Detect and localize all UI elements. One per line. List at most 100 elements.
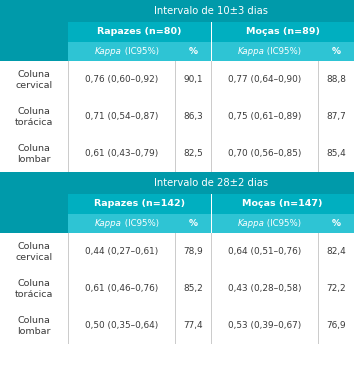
Bar bbox=[0, 172, 68, 233]
Text: Intervalo de 28±2 dias: Intervalo de 28±2 dias bbox=[154, 178, 268, 188]
Text: Coluna: Coluna bbox=[18, 144, 50, 153]
Bar bbox=[68, 172, 354, 194]
Text: Moças (n=89): Moças (n=89) bbox=[246, 28, 320, 36]
Text: Moças (n=147): Moças (n=147) bbox=[242, 199, 323, 208]
Bar bbox=[0, 270, 68, 307]
Bar bbox=[0, 343, 354, 344]
Text: lombar: lombar bbox=[17, 155, 51, 164]
Bar bbox=[68, 194, 211, 214]
Bar bbox=[318, 42, 354, 61]
Text: 90,1: 90,1 bbox=[183, 75, 203, 84]
Text: 0,43 (0,28–0,58): 0,43 (0,28–0,58) bbox=[228, 284, 301, 293]
Text: (IC95%): (IC95%) bbox=[264, 47, 302, 56]
Text: Coluna: Coluna bbox=[18, 70, 50, 79]
Text: %: % bbox=[331, 219, 341, 228]
Bar bbox=[0, 269, 354, 270]
Bar bbox=[68, 270, 175, 307]
Bar bbox=[0, 97, 354, 98]
Bar bbox=[175, 270, 211, 307]
Bar bbox=[0, 307, 68, 344]
Bar bbox=[318, 233, 319, 270]
Bar bbox=[211, 194, 354, 214]
Text: 0,70 (0,56–0,85): 0,70 (0,56–0,85) bbox=[228, 149, 301, 158]
Text: 82,5: 82,5 bbox=[183, 149, 203, 158]
Bar bbox=[318, 270, 319, 307]
Text: 85,2: 85,2 bbox=[183, 284, 203, 293]
Text: 0,50 (0,35–0,64): 0,50 (0,35–0,64) bbox=[85, 321, 158, 330]
Bar bbox=[68, 61, 175, 98]
Text: 77,4: 77,4 bbox=[183, 321, 203, 330]
Text: Coluna: Coluna bbox=[18, 242, 50, 251]
Text: Rapazes (n=142): Rapazes (n=142) bbox=[94, 199, 185, 208]
Text: 87,7: 87,7 bbox=[326, 112, 346, 121]
Bar bbox=[318, 98, 319, 135]
Text: 0,76 (0,60–0,92): 0,76 (0,60–0,92) bbox=[85, 75, 158, 84]
Text: 72,2: 72,2 bbox=[326, 284, 346, 293]
Bar bbox=[175, 42, 211, 61]
Bar bbox=[175, 98, 211, 135]
Bar bbox=[318, 270, 354, 307]
Bar bbox=[211, 98, 318, 135]
Bar bbox=[175, 307, 176, 344]
Bar bbox=[175, 61, 211, 98]
Bar bbox=[0, 135, 354, 136]
Bar bbox=[0, 61, 68, 98]
Text: Coluna: Coluna bbox=[18, 107, 50, 116]
Text: 78,9: 78,9 bbox=[183, 247, 203, 256]
Bar bbox=[318, 61, 319, 98]
Bar bbox=[175, 61, 176, 98]
Text: 0,61 (0,43–0,79): 0,61 (0,43–0,79) bbox=[85, 149, 158, 158]
Bar bbox=[211, 214, 318, 233]
Text: 0,53 (0,39–0,67): 0,53 (0,39–0,67) bbox=[228, 321, 301, 330]
Bar bbox=[68, 307, 175, 344]
Bar bbox=[175, 233, 176, 270]
Text: 0,64 (0,51–0,76): 0,64 (0,51–0,76) bbox=[228, 247, 301, 256]
Text: lombar: lombar bbox=[17, 327, 51, 336]
Text: 0,71 (0,54–0,87): 0,71 (0,54–0,87) bbox=[85, 112, 158, 121]
Text: (IC95%): (IC95%) bbox=[121, 219, 159, 228]
Bar bbox=[318, 61, 354, 98]
Text: 82,4: 82,4 bbox=[326, 247, 346, 256]
Text: Coluna: Coluna bbox=[18, 316, 50, 325]
Bar bbox=[68, 135, 175, 172]
Bar bbox=[211, 307, 318, 344]
Bar bbox=[318, 307, 319, 344]
Text: 0,77 (0,64–0,90): 0,77 (0,64–0,90) bbox=[228, 75, 301, 84]
Bar bbox=[175, 135, 176, 172]
Text: torácica: torácica bbox=[15, 290, 53, 299]
Text: Kappa: Kappa bbox=[95, 219, 121, 228]
Bar bbox=[0, 0, 68, 61]
Bar bbox=[318, 233, 354, 270]
Bar bbox=[211, 42, 318, 61]
Bar bbox=[318, 135, 354, 172]
Bar bbox=[0, 98, 354, 99]
Text: %: % bbox=[188, 219, 198, 228]
Bar bbox=[318, 214, 354, 233]
Text: Rapazes (n=80): Rapazes (n=80) bbox=[97, 28, 182, 36]
Text: Kappa: Kappa bbox=[95, 47, 121, 56]
Text: (IC95%): (IC95%) bbox=[121, 47, 159, 56]
Text: (IC95%): (IC95%) bbox=[264, 219, 302, 228]
Bar bbox=[211, 214, 212, 233]
Bar bbox=[175, 135, 211, 172]
Bar bbox=[318, 135, 319, 172]
Bar bbox=[175, 270, 176, 307]
Text: 0,75 (0,61–0,89): 0,75 (0,61–0,89) bbox=[228, 112, 301, 121]
Bar bbox=[175, 98, 176, 135]
Text: 85,4: 85,4 bbox=[326, 149, 346, 158]
Bar bbox=[211, 194, 212, 214]
Bar bbox=[0, 171, 354, 172]
Text: %: % bbox=[331, 47, 341, 56]
Bar bbox=[175, 307, 211, 344]
Text: 86,3: 86,3 bbox=[183, 112, 203, 121]
Text: cervical: cervical bbox=[16, 81, 52, 90]
Bar bbox=[68, 270, 69, 307]
Text: Kappa: Kappa bbox=[238, 47, 264, 56]
Bar bbox=[68, 0, 354, 22]
Text: 76,9: 76,9 bbox=[326, 321, 346, 330]
Bar bbox=[68, 233, 175, 270]
Text: 0,61 (0,46–0,76): 0,61 (0,46–0,76) bbox=[85, 284, 158, 293]
Bar bbox=[68, 307, 69, 344]
Text: 88,8: 88,8 bbox=[326, 75, 346, 84]
Bar bbox=[318, 307, 354, 344]
